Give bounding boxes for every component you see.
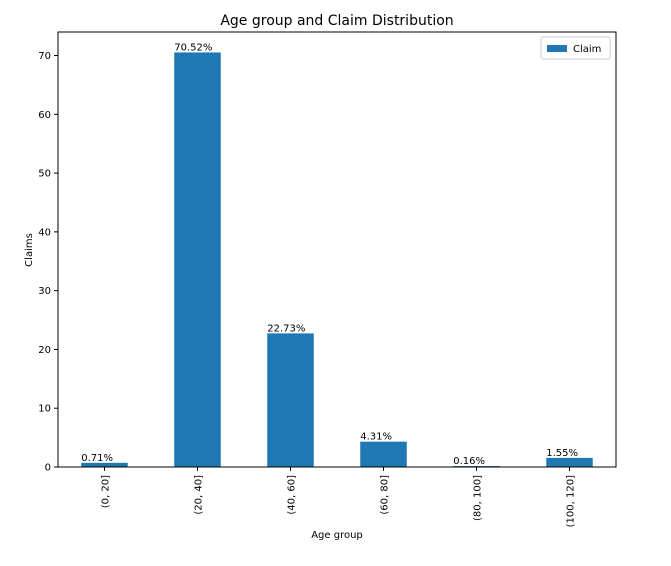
y-tick-label-1: 10 — [38, 404, 51, 415]
bar-1 — [174, 52, 221, 467]
chart-title: Age group and Claim Distribution — [220, 13, 453, 29]
x-tick-label-5: (100, 120] — [566, 475, 577, 527]
y-tick-label-2: 20 — [38, 345, 51, 356]
y-tick-label-6: 60 — [38, 110, 51, 121]
y-tick-label-0: 0 — [45, 463, 51, 474]
plot-area: 0.71% (0, 20] 70.52% (20, 40] 22.73% (40, 60]… — [38, 31, 617, 527]
bar-0 — [81, 462, 128, 467]
data-label-1: 70.52% — [174, 42, 212, 53]
legend-box — [540, 36, 611, 60]
legend-label: Claim — [573, 44, 601, 55]
axes-frame — [57, 31, 617, 468]
y-axis-label: Claims — [24, 233, 35, 267]
x-tick-label-3: (60, 80] — [380, 475, 391, 515]
x-tick-label-1: (20, 40] — [194, 475, 205, 515]
legend-swatch — [547, 45, 567, 52]
x-tick-label-4: (80, 100] — [473, 475, 484, 521]
data-label-4: 0.16% — [453, 456, 485, 467]
x-axis-label: Age group — [311, 530, 363, 541]
bar-2 — [267, 333, 314, 467]
y-tick-label-3: 30 — [38, 286, 51, 297]
bar-5 — [546, 457, 593, 467]
y-tick-label-7: 70 — [38, 51, 51, 62]
data-label-0: 0.71% — [81, 453, 113, 464]
x-tick-label-0: (0, 20] — [101, 475, 112, 508]
y-tick-label-4: 40 — [38, 227, 51, 238]
y-tick-label-5: 50 — [38, 169, 51, 180]
x-tick-label-2: (40, 60] — [287, 475, 298, 515]
bar-3 — [360, 441, 407, 467]
data-label-5: 1.55% — [546, 448, 578, 459]
data-label-2: 22.73% — [267, 323, 305, 334]
data-label-3: 4.31% — [360, 432, 392, 443]
